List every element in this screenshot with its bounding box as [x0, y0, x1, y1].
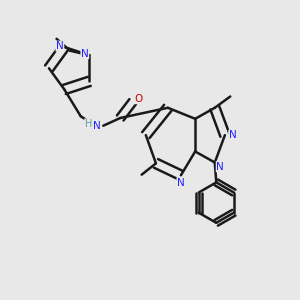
Text: N: N — [177, 178, 185, 188]
Text: O: O — [134, 94, 142, 104]
Text: N: N — [229, 130, 236, 140]
Text: N: N — [93, 121, 100, 131]
Text: H: H — [85, 119, 92, 129]
Text: N: N — [81, 49, 89, 59]
Text: N: N — [216, 162, 224, 172]
Text: N: N — [56, 41, 64, 51]
